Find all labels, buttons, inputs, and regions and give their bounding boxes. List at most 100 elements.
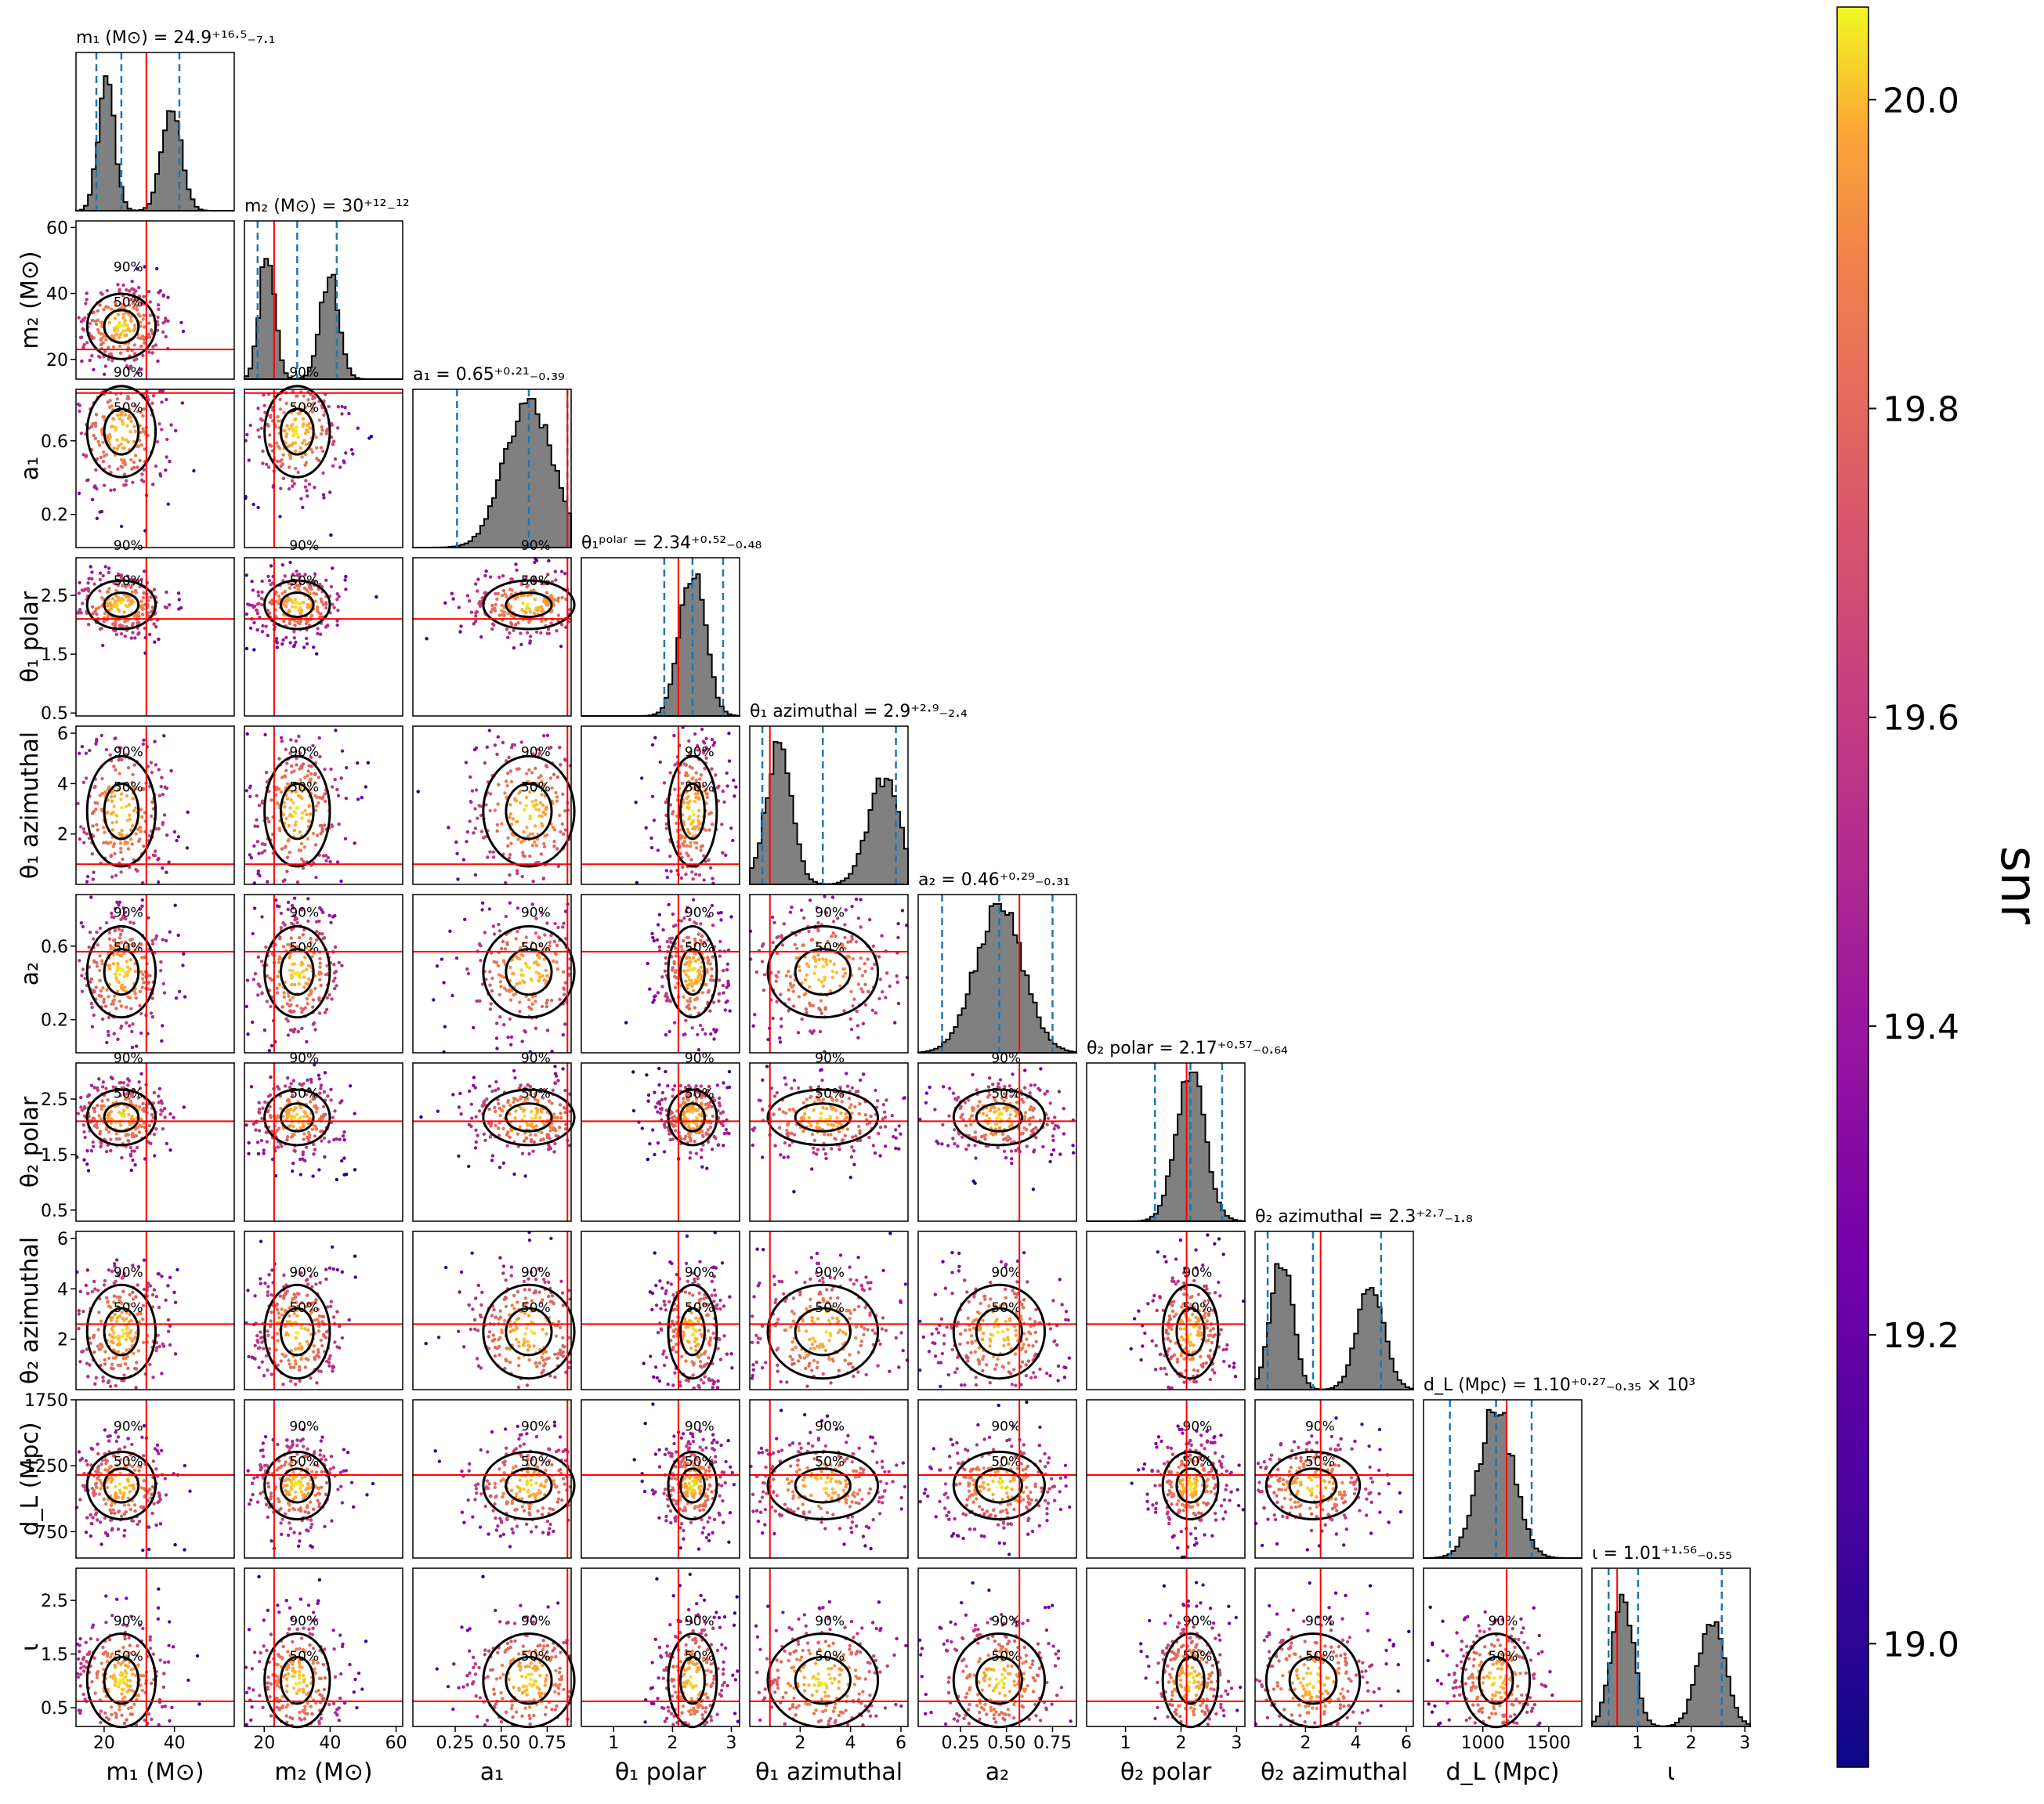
scatter-point bbox=[172, 830, 177, 834]
scatter-point bbox=[278, 515, 282, 519]
scatter-point bbox=[161, 1127, 165, 1131]
scatter-point bbox=[107, 1112, 111, 1115]
scatter-point bbox=[504, 779, 508, 783]
scatter-point bbox=[788, 974, 793, 979]
scatter-point bbox=[783, 1076, 787, 1080]
scatter-point bbox=[336, 405, 341, 409]
y-tick-label: 40 bbox=[46, 285, 68, 305]
scatter-point bbox=[277, 826, 281, 830]
scatter-point bbox=[118, 772, 121, 775]
scatter-point bbox=[500, 822, 504, 826]
scatter-point bbox=[168, 1112, 172, 1116]
scatter-point bbox=[862, 1072, 866, 1076]
scatter-point bbox=[252, 648, 256, 652]
scatter-point bbox=[134, 832, 138, 836]
scatter-point bbox=[99, 342, 103, 347]
scatter-point bbox=[276, 444, 280, 449]
scatter-point bbox=[558, 746, 562, 750]
scatter-point bbox=[722, 1144, 725, 1148]
scatter-point bbox=[696, 824, 700, 829]
scatter-point bbox=[275, 641, 279, 645]
scatter-point bbox=[92, 367, 96, 372]
scatter-point bbox=[291, 1169, 295, 1173]
scatter-point bbox=[182, 952, 186, 956]
scatter-point bbox=[804, 992, 808, 996]
scatter-point bbox=[297, 734, 301, 739]
scatter-point bbox=[530, 1109, 534, 1114]
scatter-point bbox=[105, 590, 110, 594]
scatter-point bbox=[322, 1112, 326, 1117]
scatter-point bbox=[694, 1108, 698, 1113]
scatter-point bbox=[695, 1125, 700, 1129]
scatter-point bbox=[255, 818, 259, 822]
scatter-point bbox=[118, 972, 121, 977]
scatter-point bbox=[540, 814, 544, 819]
scatter-point bbox=[126, 395, 130, 399]
scatter-point bbox=[251, 588, 255, 592]
scatter-point bbox=[653, 994, 657, 998]
scatter-point bbox=[562, 970, 566, 974]
scatter-point bbox=[309, 772, 313, 776]
scatter-point bbox=[728, 1009, 732, 1013]
scatter-point bbox=[78, 403, 82, 407]
scatter-point bbox=[483, 573, 487, 578]
scatter-point bbox=[257, 1129, 262, 1133]
scatter-point bbox=[550, 1101, 554, 1105]
scatter-point bbox=[98, 627, 103, 631]
scatter-point bbox=[131, 301, 135, 305]
scatter-point bbox=[156, 315, 160, 320]
scatter-point bbox=[787, 1108, 791, 1112]
scatter-point bbox=[128, 1123, 132, 1126]
scatter-point bbox=[317, 796, 322, 800]
scatter-point bbox=[317, 736, 321, 740]
scatter-point bbox=[98, 303, 102, 307]
scatter-point bbox=[527, 768, 531, 772]
scatter-point bbox=[332, 606, 336, 609]
scatter-point bbox=[251, 502, 255, 507]
scatter-point bbox=[303, 1111, 308, 1115]
scatter-point bbox=[283, 804, 287, 809]
scatter-point bbox=[306, 819, 311, 823]
scatter-point bbox=[857, 1112, 861, 1116]
scatter-point bbox=[123, 971, 128, 975]
scatter-point bbox=[896, 1001, 901, 1006]
scatter-point bbox=[667, 1132, 671, 1136]
y-tick-label: 0.2 bbox=[41, 1011, 68, 1031]
scatter-point bbox=[488, 970, 492, 974]
scatter-point bbox=[523, 808, 526, 812]
scatter-point bbox=[844, 1112, 848, 1116]
scatter-point bbox=[133, 969, 138, 974]
scatter-point bbox=[281, 921, 285, 925]
scatter-point bbox=[490, 603, 494, 608]
scatter-point bbox=[708, 1009, 712, 1013]
scatter-point bbox=[298, 606, 302, 610]
scatter-point bbox=[146, 611, 150, 615]
scatter-point bbox=[894, 1146, 898, 1151]
scatter-point bbox=[256, 955, 260, 960]
scatter-point bbox=[474, 611, 478, 615]
scatter-point bbox=[301, 505, 305, 509]
scatter-point bbox=[339, 776, 343, 780]
scatter-point bbox=[651, 935, 655, 940]
scatter-point bbox=[495, 822, 500, 827]
scatter-point bbox=[533, 824, 537, 828]
scatter-point bbox=[660, 985, 664, 989]
scatter-point bbox=[850, 1086, 855, 1090]
scatter-point bbox=[141, 317, 145, 321]
scatter-point bbox=[775, 935, 779, 940]
scatter-point bbox=[856, 1036, 860, 1040]
scatter-point bbox=[99, 1117, 103, 1121]
scatter-point bbox=[854, 940, 859, 944]
scatter-point bbox=[261, 1106, 265, 1110]
scatter-point bbox=[782, 922, 786, 926]
scatter-point bbox=[158, 389, 162, 393]
scatter-point bbox=[823, 1152, 828, 1156]
scatter-point bbox=[665, 939, 669, 944]
contour-50pct bbox=[103, 309, 140, 344]
contour-label: 50% bbox=[289, 941, 319, 956]
scatter-point bbox=[416, 790, 420, 794]
scatter-point bbox=[501, 959, 506, 963]
scatter-point bbox=[96, 318, 100, 323]
scatter-point bbox=[816, 928, 820, 933]
